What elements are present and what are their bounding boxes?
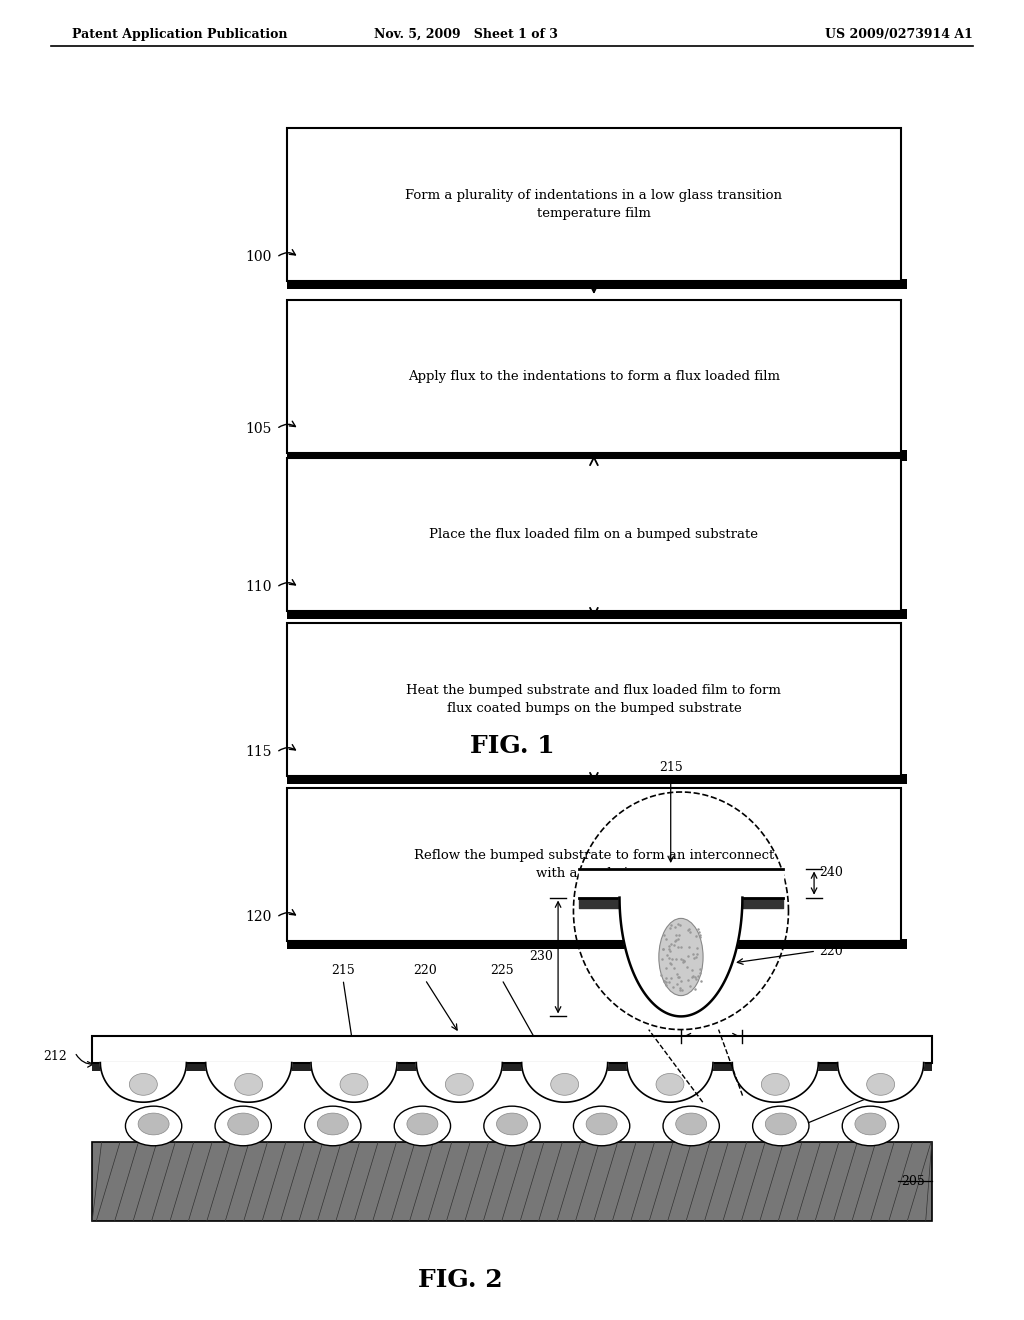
Text: US 2009/0273914 A1: US 2009/0273914 A1: [825, 28, 973, 41]
Text: 215: 215: [658, 760, 683, 774]
Ellipse shape: [340, 1073, 368, 1096]
Ellipse shape: [761, 1073, 790, 1096]
Text: 212: 212: [43, 1049, 67, 1063]
Text: 105: 105: [245, 422, 271, 436]
Text: 115: 115: [245, 746, 271, 759]
Ellipse shape: [483, 1106, 541, 1146]
Polygon shape: [521, 1063, 607, 1102]
Text: 230: 230: [529, 950, 553, 964]
Text: 210: 210: [896, 1072, 920, 1085]
Ellipse shape: [765, 1113, 797, 1135]
Polygon shape: [620, 898, 742, 1016]
Ellipse shape: [497, 1113, 527, 1135]
Ellipse shape: [227, 1113, 259, 1135]
Polygon shape: [627, 1063, 713, 1102]
Text: Nov. 5, 2009   Sheet 1 of 3: Nov. 5, 2009 Sheet 1 of 3: [374, 28, 558, 41]
Polygon shape: [417, 1063, 503, 1102]
Text: 235: 235: [674, 1047, 698, 1060]
Ellipse shape: [394, 1106, 451, 1146]
FancyBboxPatch shape: [287, 623, 901, 776]
Text: Heat the bumped substrate and flux loaded film to form
flux coated bumps on the : Heat the bumped substrate and flux loade…: [407, 684, 781, 715]
Ellipse shape: [551, 1073, 579, 1096]
Polygon shape: [732, 1063, 818, 1102]
Ellipse shape: [234, 1073, 263, 1096]
Ellipse shape: [586, 1113, 617, 1135]
Text: 110: 110: [245, 581, 271, 594]
Ellipse shape: [317, 1113, 348, 1135]
Ellipse shape: [407, 1113, 438, 1135]
Ellipse shape: [138, 1113, 169, 1135]
Ellipse shape: [656, 1073, 684, 1096]
FancyBboxPatch shape: [287, 788, 901, 941]
Ellipse shape: [664, 1106, 719, 1146]
Ellipse shape: [753, 1106, 809, 1146]
Polygon shape: [100, 1063, 186, 1102]
Text: 220: 220: [819, 945, 843, 957]
FancyBboxPatch shape: [287, 774, 907, 784]
FancyBboxPatch shape: [287, 300, 901, 453]
Polygon shape: [838, 1063, 924, 1102]
Text: Form a plurality of indentations in a low glass transition
temperature film: Form a plurality of indentations in a lo…: [406, 189, 782, 220]
Text: Apply flux to the indentations to form a flux loaded film: Apply flux to the indentations to form a…: [408, 370, 780, 383]
Ellipse shape: [305, 1106, 361, 1146]
Text: FIG. 1: FIG. 1: [470, 734, 554, 758]
Text: Place the flux loaded film on a bumped substrate: Place the flux loaded film on a bumped s…: [429, 528, 759, 541]
Polygon shape: [311, 1063, 397, 1102]
Text: 220: 220: [413, 964, 437, 977]
FancyBboxPatch shape: [92, 1063, 932, 1071]
Text: 100: 100: [245, 251, 271, 264]
Ellipse shape: [215, 1106, 271, 1146]
Text: 215: 215: [331, 964, 355, 977]
Text: 205: 205: [901, 1175, 925, 1188]
FancyBboxPatch shape: [287, 609, 907, 619]
Ellipse shape: [129, 1073, 158, 1096]
Ellipse shape: [125, 1106, 182, 1146]
Ellipse shape: [445, 1073, 473, 1096]
FancyBboxPatch shape: [287, 939, 907, 949]
FancyBboxPatch shape: [287, 458, 901, 611]
Ellipse shape: [866, 1073, 895, 1096]
Text: FIG. 2: FIG. 2: [419, 1269, 503, 1292]
Ellipse shape: [658, 919, 703, 995]
Ellipse shape: [855, 1113, 886, 1135]
Ellipse shape: [573, 1106, 630, 1146]
FancyBboxPatch shape: [287, 128, 901, 281]
Ellipse shape: [676, 1113, 707, 1135]
Text: 120: 120: [245, 911, 271, 924]
Polygon shape: [206, 1063, 292, 1102]
FancyBboxPatch shape: [92, 1142, 932, 1221]
Text: 240: 240: [819, 866, 843, 879]
Ellipse shape: [843, 1106, 899, 1146]
FancyBboxPatch shape: [287, 450, 907, 461]
Text: 225: 225: [489, 964, 514, 977]
Text: Reflow the bumped substrate to form an interconnect
with a workpiece: Reflow the bumped substrate to form an i…: [414, 849, 774, 880]
FancyBboxPatch shape: [287, 279, 907, 289]
FancyBboxPatch shape: [92, 1036, 932, 1063]
Text: Patent Application Publication: Patent Application Publication: [72, 28, 287, 41]
